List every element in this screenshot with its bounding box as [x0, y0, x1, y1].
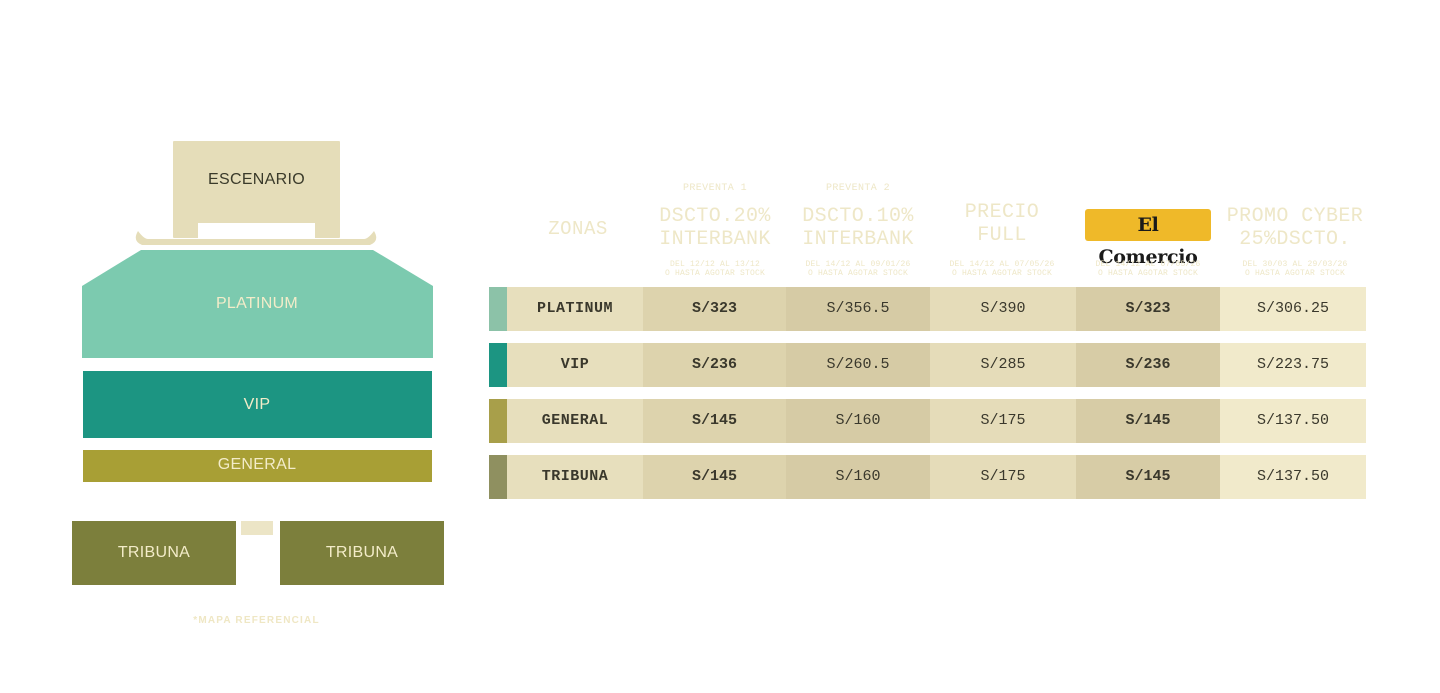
preventa1-label: PREVENTA 1: [682, 183, 747, 194]
price-preventa1: S/323: [643, 287, 786, 331]
table-row: GENERAL S/145 S/160 S/175 S/145 S/137.50: [489, 399, 1369, 443]
cyber-line1: PROMO CYBER: [1226, 205, 1364, 228]
price-elcomercio: S/236: [1076, 343, 1220, 387]
cyber-dates: DEL 30/03 AL 29/03/26 O HASTA AGOTAR STO…: [1220, 260, 1370, 278]
platinum-zone[interactable]: [81, 248, 433, 360]
stage-lip: [135, 231, 377, 245]
price-preventa2: S/260.5: [786, 343, 930, 387]
vip-label: VIP: [243, 396, 271, 413]
full-stock: O HASTA AGOTAR STOCK: [951, 269, 1052, 278]
zone-color-swatch: [489, 287, 507, 331]
price-preventa2: S/356.5: [786, 287, 930, 331]
el-comercio-logo: El Comercio: [1085, 209, 1211, 268]
price-preventa2: S/160: [786, 399, 930, 443]
cyber-stock: O HASTA AGOTAR STOCK: [1244, 269, 1345, 278]
aisle-block: [241, 521, 273, 535]
zone-color-swatch: [489, 455, 507, 499]
price-preventa1: S/236: [643, 343, 786, 387]
preventa1-line2: INTERBANK: [659, 228, 771, 251]
table-row: VIP S/236 S/260.5 S/285 S/236 S/223.75: [489, 343, 1369, 387]
preventa2-dates: DEL 14/12 AL 09/01/26 O HASTA AGOTAR STO…: [786, 260, 930, 278]
cyber-date: DEL 30/03 AL 29/03/26: [1242, 260, 1348, 269]
preventa2-label: PREVENTA 2: [825, 183, 890, 194]
price-cyber: S/223.75: [1220, 343, 1366, 387]
elcomercio-stock: O HASTA AGOTAR STOCK: [1097, 269, 1198, 278]
tribuna-left-zone[interactable]: TRIBUNA: [72, 521, 236, 585]
full-line2: FULL: [977, 224, 1027, 247]
price-full: S/390: [930, 287, 1076, 331]
price-full: S/175: [930, 455, 1076, 499]
vip-zone[interactable]: [83, 371, 432, 438]
elcomercio-date: DEL 14/12 AL 07/05/26: [1095, 260, 1201, 269]
preventa2-line2: INTERBANK: [802, 228, 914, 251]
stage-notch: [198, 223, 315, 240]
preventa1-stock: O HASTA AGOTAR STOCK: [664, 269, 765, 278]
full-title: PRECIO FULL: [930, 201, 1074, 247]
stage-label: ESCENARIO: [208, 171, 305, 188]
map-note: *MAPA REFERENCIAL: [193, 615, 320, 626]
zone-color-swatch: [489, 343, 507, 387]
preventa2-title: DSCTO.10% INTERBANK: [786, 205, 930, 251]
general-zone[interactable]: [83, 450, 432, 482]
price-elcomercio: S/145: [1076, 399, 1220, 443]
tribuna-right-zone[interactable]: TRIBUNA: [280, 521, 444, 585]
preventa2-stock: O HASTA AGOTAR STOCK: [807, 269, 908, 278]
zone-name: TRIBUNA: [507, 455, 643, 499]
general-label: GENERAL: [217, 456, 297, 473]
header-zones-label: ZONAS: [548, 218, 608, 240]
zone-name: PLATINUM: [507, 287, 643, 331]
price-cyber: S/137.50: [1220, 455, 1366, 499]
price-cyber: S/137.50: [1220, 399, 1366, 443]
full-date: DEL 14/12 AL 07/05/26: [949, 260, 1055, 269]
price-elcomercio: S/145: [1076, 455, 1220, 499]
price-elcomercio: S/323: [1076, 287, 1220, 331]
price-preventa1: S/145: [643, 455, 786, 499]
price-full: S/175: [930, 399, 1076, 443]
full-line1: PRECIO: [964, 201, 1040, 224]
preventa2-date: DEL 14/12 AL 09/01/26: [805, 260, 911, 269]
platinum-label: PLATINUM: [215, 295, 299, 312]
preventa1-date: DEL 12/12 AL 13/12: [669, 260, 760, 269]
preventa1-dates: DEL 12/12 AL 13/12 O HASTA AGOTAR STOCK: [643, 260, 787, 278]
zone-name: VIP: [507, 343, 643, 387]
full-dates: DEL 14/12 AL 07/05/26 O HASTA AGOTAR STO…: [930, 260, 1074, 278]
zone-color-swatch: [489, 399, 507, 443]
table-row: TRIBUNA S/145 S/160 S/175 S/145 S/137.50: [489, 455, 1369, 499]
table-row: PLATINUM S/323 S/356.5 S/390 S/323 S/306…: [489, 287, 1369, 331]
table-header: ZONAS PREVENTA 1 DSCTO.20% INTERBANK DEL…: [489, 175, 1369, 287]
cyber-title: PROMO CYBER 25%DSCTO.: [1220, 205, 1370, 251]
preventa1-title: DSCTO.20% INTERBANK: [643, 205, 787, 251]
stage-block: ESCENARIO: [173, 141, 340, 240]
seat-map: ESCENARIO PLATINUM VIP GENERAL TRIBUNA T…: [60, 130, 460, 640]
price-table: ZONAS PREVENTA 1 DSCTO.20% INTERBANK DEL…: [489, 175, 1369, 511]
zone-name: GENERAL: [507, 399, 643, 443]
price-preventa2: S/160: [786, 455, 930, 499]
cyber-line2: 25%DSCTO.: [1239, 228, 1351, 251]
price-cyber: S/306.25: [1220, 287, 1366, 331]
preventa2-line1: DSCTO.10%: [802, 205, 914, 228]
price-full: S/285: [930, 343, 1076, 387]
elcomercio-dates: DEL 14/12 AL 07/05/26 O HASTA AGOTAR STO…: [1076, 260, 1220, 278]
price-preventa1: S/145: [643, 399, 786, 443]
preventa1-line1: DSCTO.20%: [659, 205, 771, 228]
